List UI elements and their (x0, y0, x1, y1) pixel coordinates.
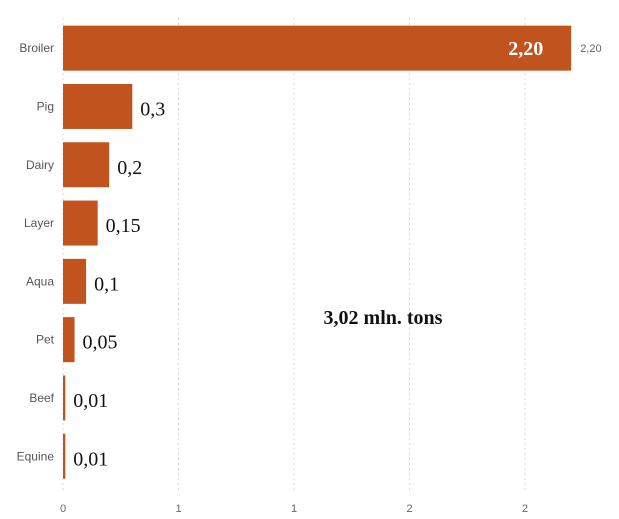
total-annotation: 3,02 mln. tons (324, 307, 443, 329)
value-label: 0,2 (117, 157, 142, 179)
bar-broiler (63, 25, 572, 71)
end-value-label: 2,20 (580, 43, 601, 55)
value-label: 0,05 (83, 332, 118, 354)
value-label: 0,01 (73, 390, 108, 412)
value-label: 0,15 (106, 215, 141, 237)
x-tick-label: 1 (291, 503, 297, 515)
labels: 0 1 1 2 2 Broiler 2,20 2,20 Pig 0,3 Dairy 0,2 Layer 0… (17, 38, 602, 515)
category-label: Pet (36, 333, 55, 347)
x-tick-label: 2 (406, 503, 412, 515)
category-label: Dairy (26, 158, 54, 172)
x-tick-label: 1 (175, 503, 181, 515)
category-label: Beef (29, 391, 54, 405)
x-tick-label: 2 (522, 503, 528, 515)
x-tick-label: 0 (60, 503, 66, 515)
category-label: Equine (17, 449, 55, 463)
value-label: 2,20 (508, 38, 543, 60)
bar-pig (63, 83, 133, 129)
value-label: 0,01 (73, 448, 108, 470)
bar-beef (63, 375, 66, 421)
bars (63, 25, 572, 479)
bar-aqua (63, 258, 87, 304)
bar-pet (63, 317, 75, 363)
value-label: 0,1 (94, 273, 119, 295)
category-label: Aqua (26, 274, 54, 288)
category-label: Layer (24, 216, 54, 230)
category-label: Broiler (19, 41, 54, 55)
bar-equine (63, 433, 66, 479)
bar-layer (63, 200, 98, 246)
value-label: 0,3 (140, 98, 165, 120)
bar-dairy (63, 142, 110, 188)
category-label: Pig (37, 99, 54, 113)
